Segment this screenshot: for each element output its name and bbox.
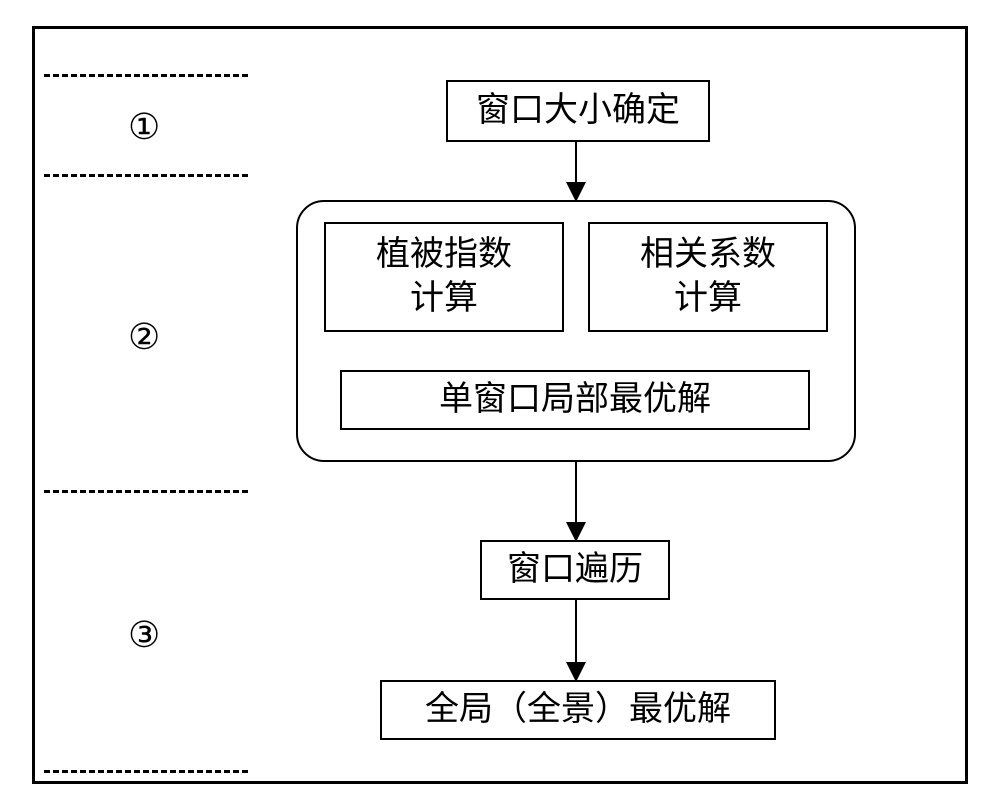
diagram-canvas: ① ② ③ 窗口大小确定 植被指数 计算 相关系数 计算 单窗口局部最优解 窗口… [0, 0, 1000, 812]
edge-1 [0, 0, 1000, 812]
